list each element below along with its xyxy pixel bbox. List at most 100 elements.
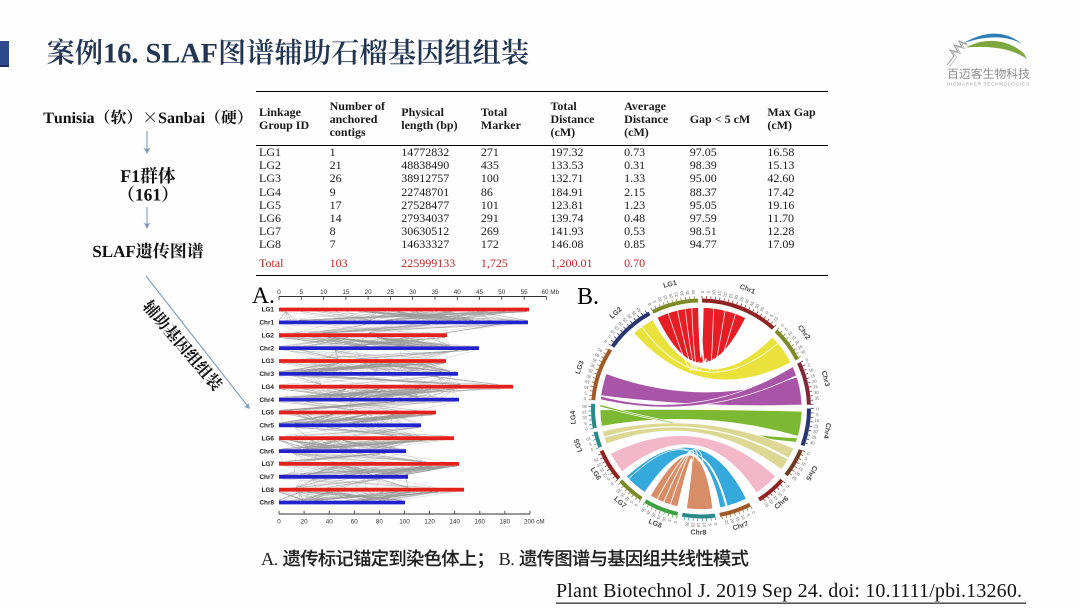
svg-text:5: 5 <box>816 412 819 417</box>
svg-text:25: 25 <box>811 434 817 440</box>
svg-text:0: 0 <box>751 510 757 515</box>
svg-text:25: 25 <box>593 457 600 464</box>
svg-text:20: 20 <box>812 429 818 435</box>
svg-text:20: 20 <box>811 378 817 384</box>
svg-text:LG5: LG5 <box>574 438 585 453</box>
svg-text:25: 25 <box>813 384 819 390</box>
svg-text:120: 120 <box>424 519 435 526</box>
svg-text:45: 45 <box>749 300 756 307</box>
svg-text:15: 15 <box>772 495 779 502</box>
svg-text:5: 5 <box>652 299 658 304</box>
svg-text:30: 30 <box>679 290 685 296</box>
svg-text:30: 30 <box>809 440 816 446</box>
svg-text:5: 5 <box>769 313 775 318</box>
svg-text:5: 5 <box>784 326 790 332</box>
svg-text:40: 40 <box>744 298 751 305</box>
svg-text:0: 0 <box>583 396 587 401</box>
svg-text:10: 10 <box>320 289 328 296</box>
svg-text:5: 5 <box>300 289 304 296</box>
svg-text:20: 20 <box>595 462 602 469</box>
svg-text:LG5: LG5 <box>262 410 275 417</box>
svg-text:55: 55 <box>521 289 529 296</box>
svg-text:LG3: LG3 <box>575 360 586 375</box>
svg-text:30: 30 <box>640 507 647 514</box>
svg-text:Chr7: Chr7 <box>732 521 749 533</box>
svg-text:15: 15 <box>810 373 817 379</box>
svg-text:180: 180 <box>500 519 511 526</box>
svg-text:30: 30 <box>626 313 633 320</box>
svg-text:20: 20 <box>668 292 674 298</box>
svg-text:15: 15 <box>598 467 605 474</box>
svg-text:Chr1: Chr1 <box>739 284 757 296</box>
svg-text:5: 5 <box>807 362 812 368</box>
svg-text:80: 80 <box>376 519 384 526</box>
svg-text:LG8: LG8 <box>262 487 275 494</box>
svg-text:5: 5 <box>606 477 611 483</box>
svg-text:LG7: LG7 <box>262 461 275 468</box>
svg-text:5: 5 <box>746 513 752 518</box>
svg-text:20: 20 <box>794 470 801 477</box>
svg-text:15: 15 <box>813 423 819 429</box>
svg-text:LG4: LG4 <box>262 384 275 391</box>
svg-text:15: 15 <box>581 410 586 415</box>
svg-text:25: 25 <box>797 344 804 351</box>
svg-text:25: 25 <box>724 519 730 525</box>
svg-text:0: 0 <box>713 523 718 527</box>
svg-text:BIOMARKER TECHNOLOGIES: BIOMARKER TECHNOLOGIES <box>947 82 1029 87</box>
svg-text:Chr1: Chr1 <box>259 320 274 327</box>
svg-text:15: 15 <box>662 294 668 301</box>
svg-text:45: 45 <box>596 347 603 354</box>
svg-text:15: 15 <box>613 324 620 331</box>
svg-text:0: 0 <box>584 427 588 432</box>
svg-text:LG2: LG2 <box>609 306 624 320</box>
svg-text:10: 10 <box>657 296 664 303</box>
svg-text:160: 160 <box>475 519 486 526</box>
svg-text:10: 10 <box>800 461 807 468</box>
svg-text:35: 35 <box>815 395 821 400</box>
svg-text:0: 0 <box>633 503 639 508</box>
svg-text:100: 100 <box>399 519 410 526</box>
svg-text:50: 50 <box>498 289 506 296</box>
svg-text:40: 40 <box>454 289 462 296</box>
svg-text:15: 15 <box>717 290 723 296</box>
svg-text:25: 25 <box>645 509 652 516</box>
svg-text:35: 35 <box>685 290 691 296</box>
svg-text:10: 10 <box>772 315 779 322</box>
svg-text:0: 0 <box>277 519 281 526</box>
svg-text:5: 5 <box>781 488 787 494</box>
svg-text:0: 0 <box>816 406 819 411</box>
svg-text:15: 15 <box>696 523 701 529</box>
svg-text:Chr2: Chr2 <box>796 324 811 341</box>
svg-text:10: 10 <box>814 418 820 424</box>
svg-text:5: 5 <box>667 519 673 523</box>
svg-text:20: 20 <box>722 291 728 297</box>
svg-text:60 Mb: 60 Mb <box>542 289 560 296</box>
svg-text:35: 35 <box>431 289 439 296</box>
svg-text:10: 10 <box>787 330 794 337</box>
svg-text:LG1: LG1 <box>663 280 678 290</box>
svg-text:35: 35 <box>630 309 637 316</box>
svg-text:LG3: LG3 <box>262 358 275 365</box>
svg-text:5: 5 <box>629 500 635 505</box>
svg-text:35: 35 <box>738 296 745 303</box>
svg-text:30: 30 <box>409 289 417 296</box>
svg-text:B.: B. <box>577 284 599 310</box>
svg-text:Chr5: Chr5 <box>804 464 818 481</box>
svg-text:15: 15 <box>342 289 350 296</box>
svg-text:10: 10 <box>711 289 717 295</box>
svg-text:15: 15 <box>790 334 797 341</box>
svg-text:10: 10 <box>583 385 589 391</box>
svg-text:LG1: LG1 <box>262 307 275 314</box>
svg-text:LG8: LG8 <box>647 518 662 530</box>
svg-text:0: 0 <box>603 338 608 344</box>
svg-text:25: 25 <box>763 501 770 508</box>
svg-text:20: 20 <box>585 373 592 379</box>
svg-text:15: 15 <box>655 514 662 521</box>
svg-text:Chr7: Chr7 <box>259 474 274 481</box>
svg-text:10: 10 <box>623 495 630 502</box>
svg-text:20: 20 <box>581 404 587 409</box>
svg-text:45: 45 <box>476 289 484 296</box>
svg-text:25: 25 <box>791 475 798 482</box>
svg-text:0: 0 <box>589 447 594 453</box>
svg-text:30: 30 <box>814 390 820 396</box>
